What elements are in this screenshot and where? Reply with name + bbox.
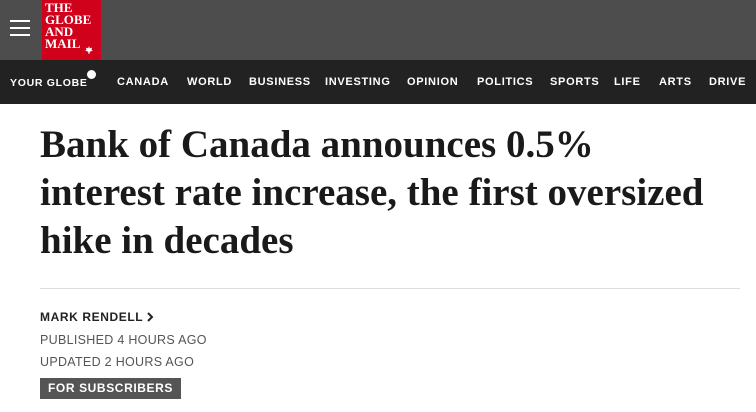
logo-line: GLOBE — [45, 12, 92, 27]
nav-item[interactable]: ARTS — [659, 76, 692, 88]
top-bar: THE GLOBE AND MAIL — [0, 0, 756, 60]
menu-button[interactable] — [10, 20, 30, 38]
logo-line: THE — [45, 0, 73, 15]
author-link[interactable]: MARK RENDELL — [40, 310, 144, 324]
your-globe[interactable]: YOUR GLOBE — [10, 77, 88, 89]
nav-item[interactable]: POLITICS — [477, 76, 534, 88]
chevron — [147, 312, 154, 322]
nav-item[interactable]: BUSINESS — [249, 76, 311, 88]
logo-line: MAIL — [45, 36, 81, 51]
logo[interactable]: THE GLOBE AND MAIL — [42, 0, 101, 60]
published-time: PUBLISHED 4 HOURS AGO — [40, 333, 207, 347]
nav-bar: YOUR GLOBE CANADA WORLD BUSINESS INVESTING O… — [0, 60, 756, 104]
nav-item[interactable]: OPINION — [407, 76, 459, 88]
logo-line: AND — [45, 24, 74, 39]
updated-time: UPDATED 2 HOURS AGO — [40, 355, 195, 369]
notification-dot — [87, 70, 96, 79]
divider — [40, 288, 740, 289]
headline: Bank of Canada announces 0.5% interest r… — [40, 123, 704, 262]
nav-item[interactable]: LIFE — [614, 76, 641, 88]
nav-item[interactable]: SPORTS — [550, 76, 600, 88]
nav-item[interactable]: INVESTING — [325, 76, 391, 88]
maple-leaf — [85, 46, 93, 54]
nav-item[interactable]: WORLD — [187, 76, 233, 88]
nav-item[interactable]: DRIVE — [709, 76, 747, 88]
nav-item[interactable]: CANADA — [117, 76, 169, 88]
subscriber-badge: FOR SUBSCRIBERS — [40, 378, 182, 399]
